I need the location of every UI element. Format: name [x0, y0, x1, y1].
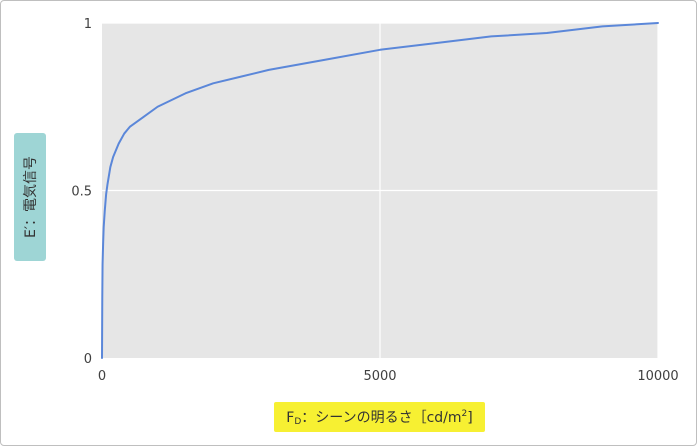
- x-axis-label-middle: ：シーンの明るさ［cd/m: [301, 410, 462, 426]
- x-axis-label: FD：シーンの明るさ［cd/m2]: [286, 407, 472, 427]
- y-tick-label: 0: [84, 352, 92, 367]
- x-axis-label-subscript: D: [294, 417, 302, 427]
- y-tick-label: 0.5: [71, 185, 92, 200]
- series-layer: [101, 22, 659, 359]
- series-line-0: [101, 22, 659, 359]
- x-tick-label: 0: [98, 369, 106, 384]
- x-tick-label: 5000: [363, 369, 396, 384]
- tick-labels: 0 5000 10000 0 0.5 1: [71, 17, 678, 384]
- y-tick-label: 1: [84, 17, 92, 32]
- x-axis-label-box: FD：シーンの明るさ［cd/m2]: [274, 402, 485, 432]
- y-axis-label: E′：電気信号: [23, 155, 39, 239]
- x-tick-label: 10000: [637, 369, 678, 384]
- y-axis-label-box: E′：電気信号: [14, 133, 46, 261]
- gridlines: [102, 22, 659, 358]
- x-axis-label-prefix: F: [286, 410, 295, 426]
- x-axis-label-suffix: ]: [467, 410, 473, 426]
- x-axis-label-superscript: 2: [461, 409, 468, 419]
